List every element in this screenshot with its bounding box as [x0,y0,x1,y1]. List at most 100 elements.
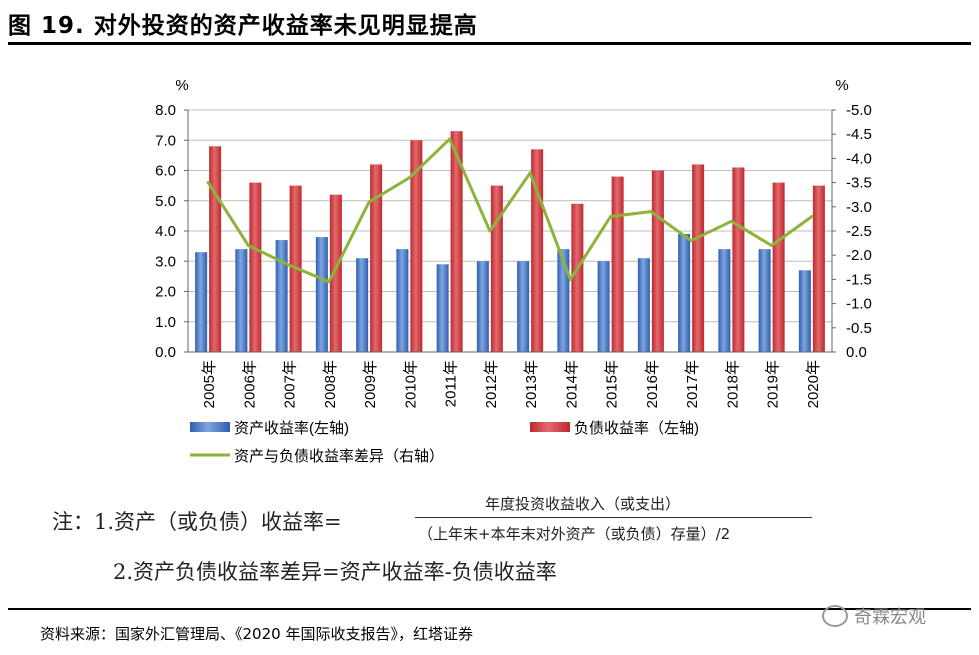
title-divider [8,42,971,45]
asset-yield-bar [758,249,771,352]
asset-yield-bar [235,249,248,352]
x-tick-label: 2016年 [644,360,661,408]
asset-yield-bar [678,234,691,352]
y-right-tick-label: -4.0 [846,150,872,167]
asset-yield-bar [517,261,530,352]
asset-yield-bar [476,261,489,352]
x-tick-label: 2018年 [724,360,741,408]
x-tick-label: 2015年 [604,360,621,408]
diff-point [689,239,693,243]
chart: 0.0 1.0 2.0 3.0 4.0 5.0 6.0 7.0 8.0 0.0 -0.5 -1.0 -1… [155,77,872,465]
diff-line [206,137,814,284]
liability-yield-bar [450,131,463,352]
asset-yield-bar [798,270,811,352]
source-text: 资料来源：国家外汇管理局、《2020 年国际收支报告》，红塔证券 [40,625,473,643]
asset-yield-bar [195,252,208,352]
y-right-tick-label: -3.5 [846,175,872,192]
x-tick-label: 2009年 [362,360,379,408]
liability-yield-bar [772,182,785,352]
diff-point [488,229,492,233]
x-tick-label: 2014年 [563,360,580,408]
asset-yield-bar [315,237,328,352]
watermark-text: 奇霖宏观 [854,607,926,628]
y-left-tick-label: 0.0 [155,344,176,361]
y-left-tick-label: 8.0 [155,102,176,119]
y-left-unit: % [175,77,188,94]
y-left-tick-label: 2.0 [155,284,176,301]
y-right-tick-label: -4.5 [846,126,872,143]
legend: 资产收益率(左轴) 负债收益率（左轴) 资产与负债收益率差异（右轴） [190,420,699,465]
x-tick-label: 2006年 [241,360,258,408]
diff-point [367,200,371,204]
diff-point [407,176,411,180]
diff-point [287,263,291,267]
diff-point [206,181,210,185]
diff-point [568,277,572,281]
x-tick-label: 2017年 [684,360,701,408]
x-tick-label: 2012年 [483,360,500,408]
asset-yield-bar [275,240,288,352]
figure-title: 图 19. 对外投资的资产收益率未见明显提高 [8,13,478,39]
y-left-tick-label: 6.0 [155,163,176,180]
diff-point [649,210,653,214]
y-right-tick-label: -2.5 [846,223,872,240]
diff-point [246,244,250,248]
note-numerator: 年度投资收益收入（或支出） [485,495,681,513]
liability-yield-bar [692,164,705,352]
y-left-tick-label: 1.0 [155,314,176,331]
diff-point [448,137,452,141]
axes: 0.0 1.0 2.0 3.0 4.0 5.0 6.0 7.0 8.0 0.0 -0.5 -1.0 -1… [155,77,872,408]
liability-yield-bar [249,182,262,352]
x-tick-label: 2008年 [322,360,339,408]
diff-point [810,214,814,218]
y-right-tick-label: -0.5 [846,320,872,337]
note-line-1: 注：1.资产（或负债）收益率= [52,510,342,534]
legend-asset-yield-label: 资产收益率(左轴) [234,420,349,437]
watermark: 奇霖宏观 [822,603,926,629]
y-right-tick-label: -3.0 [846,199,872,216]
asset-yield-bar [436,264,449,352]
legend-liability-yield-swatch [530,422,570,432]
liability-yield-bar [611,176,624,352]
asset-yield-bar [557,249,570,352]
liability-yield-bar [571,203,584,352]
y-right-tick-label: 0.0 [846,344,867,361]
y-right-unit: % [835,77,848,94]
liability-yield-bar [329,194,342,352]
y-right-tick-label: -2.0 [846,247,872,264]
liability-yield-bar [410,140,423,352]
diff-point [528,171,532,175]
liability-yield-bar [812,185,825,352]
diff-point [770,244,774,248]
y-right-tick-label: -1.5 [846,271,872,288]
legend-asset-yield-swatch [190,422,230,432]
wechat-icon [822,605,848,627]
x-tick-label: 2005年 [201,360,218,408]
legend-diff-label: 资产与负债收益率差异（右轴） [234,448,444,465]
y-left-tick-label: 3.0 [155,253,176,270]
x-tick-label: 2011年 [443,360,460,407]
liability-yield-bar [209,146,222,352]
y-left-tick-label: 4.0 [155,223,176,240]
liability-yield-bar [370,164,383,352]
x-tick-label: 2020年 [805,360,822,408]
y-left-tick-label: 5.0 [155,193,176,210]
y-right-tick-label: -1.0 [846,296,872,313]
x-tick-label: 2013年 [523,360,540,408]
asset-yield-bar [718,249,731,352]
asset-yield-bar [356,258,369,352]
liability-yield-bar [490,185,503,352]
note-denominator: （上年末+本年末对外资产（或负债）存量）/2 [418,525,731,543]
bars [195,131,825,352]
asset-yield-bar [597,261,610,352]
liability-yield-bar [651,170,664,352]
x-tick-label: 2007年 [282,360,299,408]
legend-liability-yield-label: 负债收益率（左轴) [574,420,699,437]
x-tick-label: 2019年 [765,360,782,408]
diff-series-line [206,137,813,284]
y-right-tick-label: -5.0 [846,102,872,119]
asset-yield-bar [637,258,650,352]
diff-point [609,214,613,218]
diff-point [729,219,733,223]
y-left-tick-label: 7.0 [155,132,176,149]
